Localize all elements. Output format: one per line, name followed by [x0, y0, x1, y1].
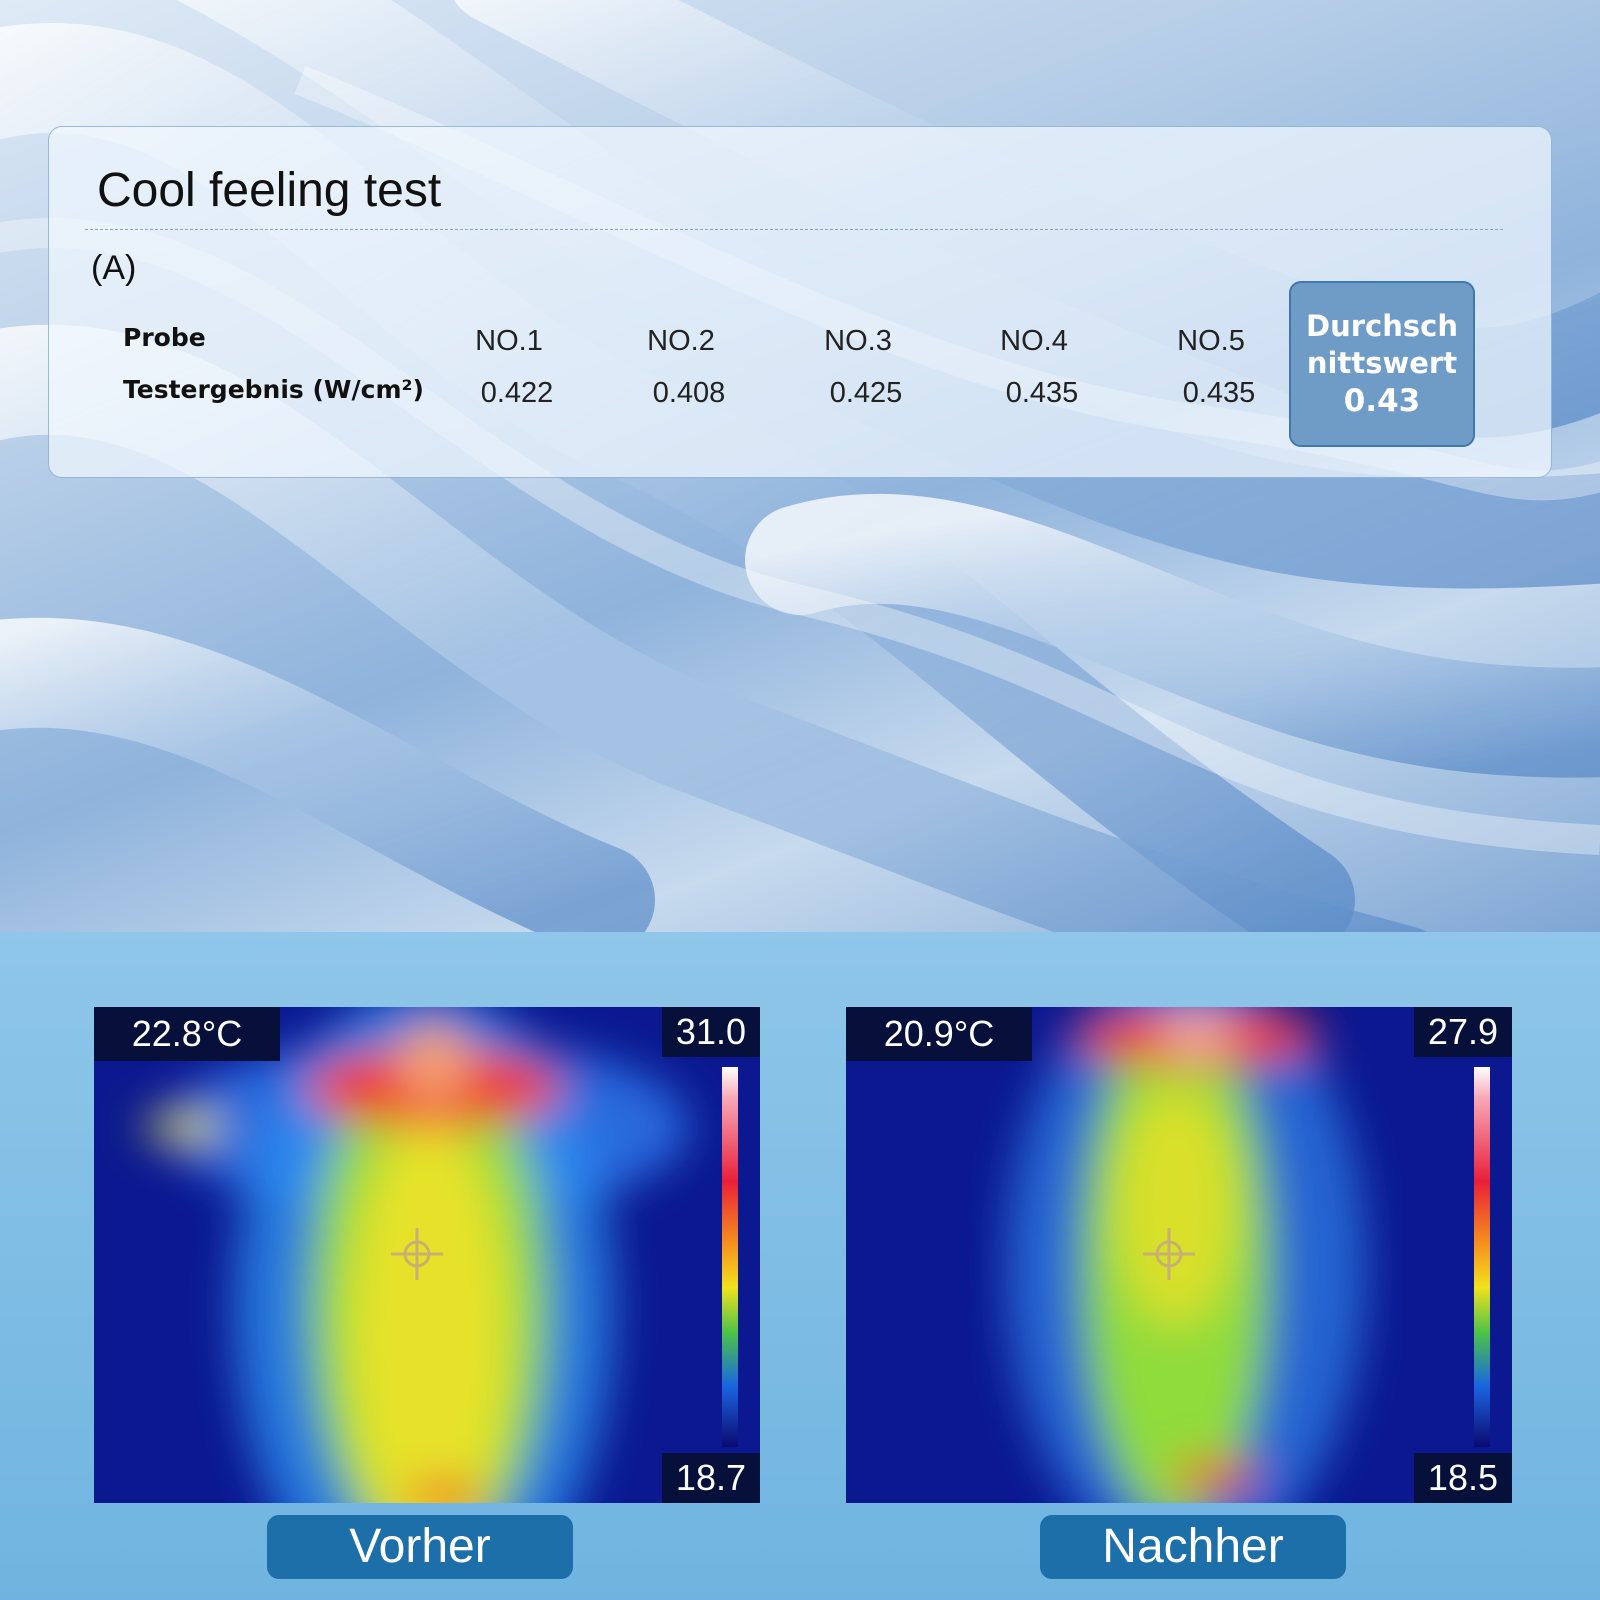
- row-header: Testergebnis (W/cm²): [123, 375, 424, 404]
- test-card: Cool feeling test (A) Probe Testergebnis…: [48, 126, 1552, 478]
- table-label: (A): [91, 249, 137, 287]
- row-header: Probe: [123, 323, 206, 352]
- column-header: NO.1: [475, 325, 543, 357]
- thermal-picture: [1006, 1007, 1366, 1503]
- result-value: 0.435: [1182, 377, 1256, 409]
- scale-min: 18.5: [1413, 1453, 1512, 1503]
- average-value: 0.43: [1343, 383, 1421, 419]
- column-header: NO.3: [824, 325, 892, 357]
- column-header: NO.5: [1177, 325, 1245, 357]
- thermal-image: 20.9°C 27.9 18.5: [846, 1007, 1512, 1503]
- result-value: 0.435: [1005, 377, 1079, 409]
- temperature-reading: 20.9°C: [846, 1007, 1032, 1061]
- scale-max: 27.9: [1413, 1007, 1512, 1057]
- scale-min: 18.7: [661, 1453, 760, 1503]
- divider: [85, 229, 1503, 230]
- average-label: Durchschnittswert: [1306, 309, 1458, 380]
- average-box: Durchschnittswert 0.43: [1289, 281, 1475, 447]
- temperature-reading: 22.8°C: [94, 1007, 280, 1061]
- color-scale: [1474, 1067, 1490, 1447]
- scale-max: 31.0: [661, 1007, 760, 1057]
- result-value: 0.422: [480, 377, 554, 409]
- result-value: 0.425: [829, 377, 903, 409]
- thermal-picture: [144, 1007, 689, 1503]
- title: Cool feeling test: [97, 164, 442, 217]
- thermal-section: 22.8°C 31.0 18.7 Vorher 20.9°C 27.9 18.5 Nachh…: [0, 932, 1600, 1600]
- thermal-image: 22.8°C 31.0 18.7: [94, 1007, 760, 1503]
- caption: Nachher: [1040, 1515, 1346, 1579]
- caption: Vorher: [267, 1515, 573, 1579]
- color-scale: [722, 1067, 738, 1447]
- column-header: NO.2: [647, 325, 715, 357]
- result-value: 0.408: [652, 377, 726, 409]
- column-header: NO.4: [1000, 325, 1068, 357]
